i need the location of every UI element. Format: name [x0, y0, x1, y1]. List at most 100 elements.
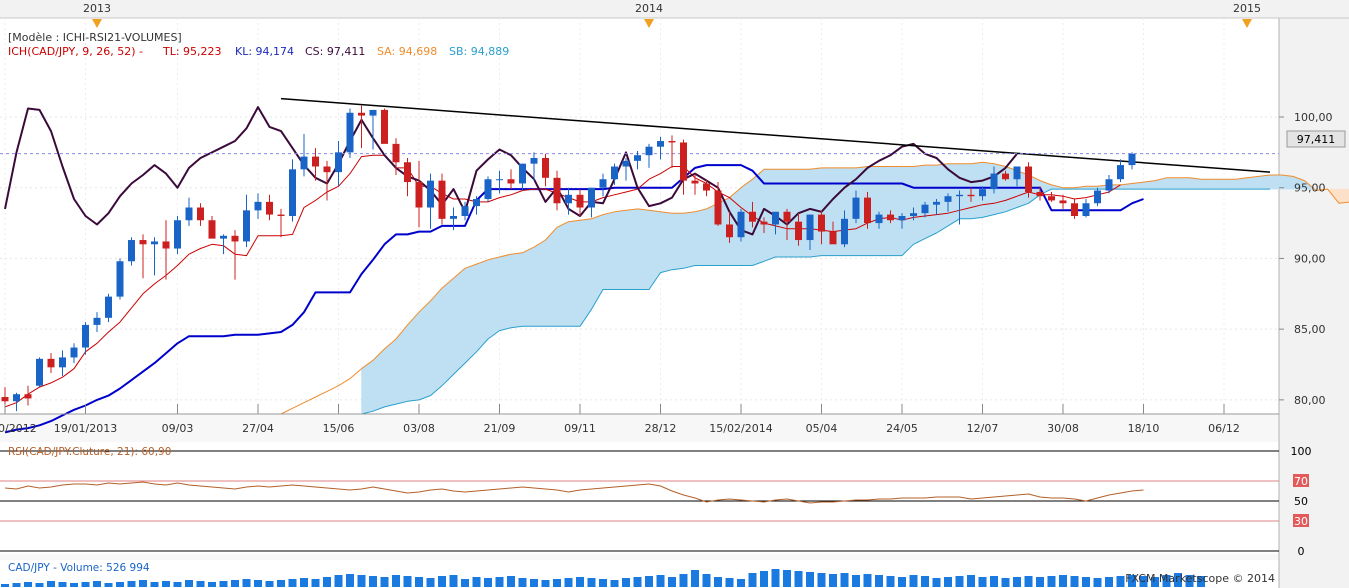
candle-body: [645, 146, 653, 156]
candle-body: [657, 141, 664, 147]
candle-body: [921, 204, 929, 214]
volume-bar: [622, 578, 630, 587]
candle-body: [323, 166, 331, 173]
candle-up: [1105, 174, 1113, 194]
cloud-segment: [614, 210, 627, 290]
volume-bar: [1151, 577, 1159, 587]
candle-body: [530, 158, 538, 164]
candle-down: [24, 385, 32, 406]
x-tick-label: 09/03: [162, 422, 194, 435]
candle-body: [105, 296, 112, 318]
rsi-level-label: 100: [1291, 445, 1312, 458]
x-tick-label: 28/12: [645, 422, 677, 435]
candle-up: [956, 190, 963, 225]
volume-bar: [208, 582, 216, 587]
candle-up: [979, 186, 986, 201]
candle-up: [519, 163, 526, 191]
volume-bar: [162, 581, 170, 587]
candle-body: [1105, 179, 1113, 191]
volume-bar: [875, 575, 883, 587]
rsi-level-label: 0: [1298, 545, 1305, 558]
senkou-a-value: SA: 94,698: [377, 45, 437, 58]
cloud-segment: [487, 256, 500, 340]
candle-up: [174, 216, 181, 255]
candle-up: [36, 357, 43, 388]
timeline-bar: [0, 0, 1349, 18]
y-tick-label: 100,00: [1294, 111, 1333, 124]
volume-bar: [886, 576, 895, 587]
candle-body: [933, 201, 940, 205]
volume-bar: [1082, 577, 1090, 587]
volume-bar: [691, 570, 699, 587]
candle-body: [47, 358, 55, 368]
price-marker-label: 97,411: [1297, 133, 1336, 146]
y-tick-label: 80,00: [1294, 394, 1326, 407]
candle-body: [875, 214, 883, 224]
candle-up: [1082, 199, 1090, 218]
volume-bar: [93, 581, 101, 587]
volume-bar: [1, 584, 9, 587]
volume-bar: [679, 574, 688, 587]
volume-bar: [438, 576, 446, 587]
candle-up: [657, 136, 664, 160]
candle-up: [461, 201, 469, 221]
volume-bar: [737, 579, 745, 587]
candle-body: [565, 194, 572, 204]
candle-body: [507, 179, 515, 184]
volume-bar: [921, 576, 929, 587]
volume-bar: [1139, 576, 1148, 587]
volume-bar: [840, 573, 849, 587]
candle-body: [289, 169, 296, 216]
candles[interactable]: [1, 105, 1136, 413]
cloud-segment: [1258, 174, 1271, 190]
volume-bar: [794, 571, 803, 587]
cloud-segment: [1235, 177, 1248, 190]
cloud-segment: [1281, 174, 1294, 190]
candle-up: [611, 163, 618, 185]
x-tick-label: 18/10: [1128, 422, 1160, 435]
cloud-segment: [694, 208, 707, 266]
x-tick-label: 19/01/2013: [54, 422, 117, 435]
candle-body: [243, 210, 250, 242]
candle-up: [622, 158, 630, 181]
volume-bar: [392, 575, 400, 587]
candle-up: [852, 190, 860, 224]
cloud-segment: [890, 166, 903, 256]
candle-up: [1128, 152, 1136, 170]
candle-up: [473, 196, 480, 215]
chikou-line: [4, 106, 1018, 236]
candle-body: [358, 112, 365, 116]
candle-up: [1117, 159, 1124, 183]
volume-bar: [357, 575, 366, 587]
senkou-b-line: [361, 188, 1270, 415]
volume-bar: [645, 576, 653, 587]
volume-bar: [127, 581, 136, 587]
volume-panel: [1, 569, 1205, 587]
cloud-segment: [1223, 178, 1236, 190]
candle-up: [300, 133, 308, 177]
candle-body: [208, 220, 216, 239]
volume-bar: [610, 580, 619, 587]
candle-up: [369, 109, 377, 150]
candle-up: [875, 211, 883, 229]
volume-bar: [449, 575, 458, 587]
volume-bar: [1093, 578, 1102, 587]
candle-down: [358, 105, 365, 149]
candle-body: [542, 158, 549, 178]
candle-body: [220, 235, 227, 239]
cloud-segment: [545, 226, 558, 327]
candle-down: [703, 179, 710, 197]
cloud-segment: [602, 211, 615, 290]
candle-down: [392, 138, 400, 175]
candle-body: [1094, 190, 1101, 204]
volume-bar: [231, 580, 239, 587]
cloud-segment: [453, 267, 466, 375]
volume-bar: [277, 580, 285, 587]
volume-bar: [760, 571, 768, 587]
x-tick-label: 15/06: [323, 422, 355, 435]
candle-body: [162, 241, 170, 249]
candle-body: [691, 180, 699, 184]
candle-down: [967, 187, 975, 202]
candle-body: [680, 142, 687, 181]
